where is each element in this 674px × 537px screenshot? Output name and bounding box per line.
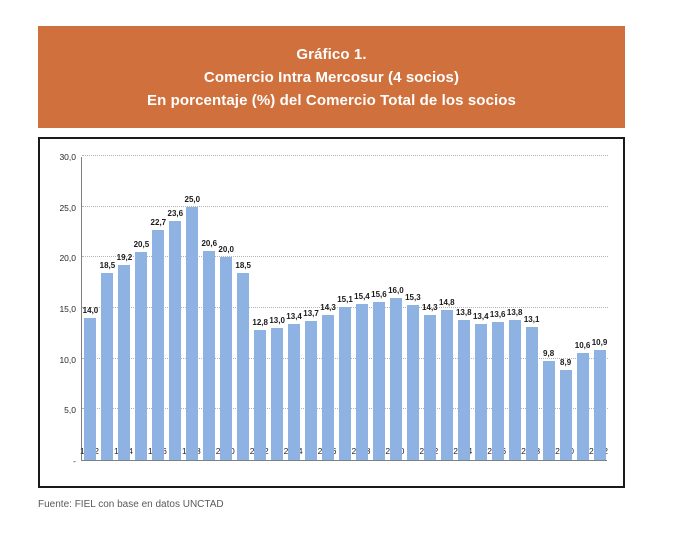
bar-2010	[389, 297, 402, 460]
bar-2022	[593, 349, 606, 460]
bar-2016	[491, 322, 504, 460]
bar-value-label-2000: 20,0	[218, 245, 235, 255]
bar-1995	[135, 252, 148, 460]
bar-2000	[220, 257, 233, 460]
bar-value-label-2004: 13,4	[286, 312, 302, 322]
bar-1994	[118, 265, 131, 460]
bar-value-label-2008: 15,4	[354, 291, 370, 301]
gridline-20	[82, 256, 608, 258]
bar-value-label-2001: 18,5	[235, 260, 251, 270]
bar-value-label-2020: 8,9	[560, 357, 572, 367]
bar-2011	[406, 304, 419, 460]
bar-2007	[339, 307, 351, 460]
bar-value-label-2014: 13,8	[455, 308, 472, 318]
bar-value-label-2010: 16,0	[388, 285, 404, 295]
bar-2003	[271, 328, 284, 460]
bar-value-label-2019: 9,8	[543, 348, 555, 358]
bar-value-label-1994: 19,2	[116, 253, 133, 263]
bar-2019	[542, 360, 555, 460]
plot-area: 14,0 18,5 19,2 20,5 22,7 23,6 25,0 20,6 20,0 18,5…	[81, 155, 608, 461]
bar-value-label-2022: 10,9	[591, 337, 608, 347]
bar-2017	[508, 320, 521, 460]
bar-2009	[372, 301, 385, 460]
bar-value-label-1999: 20,6	[201, 239, 218, 249]
bar-value-label-1992: 14,0	[82, 306, 99, 316]
bar-1999	[203, 251, 216, 460]
bar-2021	[576, 352, 589, 460]
chart-title-banner: Gráfico 1. Comercio Intra Mercosur (4 so…	[38, 26, 625, 128]
bar-value-label-2012: 14,3	[422, 303, 438, 313]
bar-2006	[322, 315, 335, 460]
bar-2015	[474, 324, 487, 460]
bar-2013	[440, 310, 453, 460]
y-axis-tick-label: 15,0	[59, 304, 76, 314]
bar-value-label-1993: 18,5	[99, 260, 116, 270]
bar-value-label-2009: 15,6	[371, 289, 387, 299]
bar-value-label-1995: 20,5	[133, 240, 150, 250]
bar-1996	[152, 229, 165, 460]
bar-value-label-2013: 14,8	[439, 298, 455, 308]
y-axis-tick-label: -	[73, 456, 76, 466]
bar-chart-panel: 14,0 18,5 19,2 20,5 22,7 23,6 25,0 20,6 20,0 18,5…	[38, 137, 625, 488]
bar-value-label-2017: 13,8	[506, 308, 523, 318]
bar-value-label-2005: 13,7	[303, 309, 319, 319]
bar-2008	[355, 303, 368, 460]
bar-2012	[423, 315, 436, 460]
bar-1992	[84, 318, 97, 460]
bar-value-label-2021: 10,6	[574, 340, 591, 350]
bar-2014	[457, 320, 470, 460]
y-axis-tick-label: 30,0	[59, 152, 76, 162]
chart-title-line2: Comercio Intra Mercosur (4 socios)	[203, 68, 460, 86]
bar-value-label-2003: 13,0	[269, 316, 285, 326]
y-axis-tick-label: 10,0	[59, 354, 76, 365]
bar-value-label-2018: 13,1	[523, 315, 540, 325]
bar-2001	[237, 272, 250, 460]
gridline-30	[82, 155, 608, 156]
bar-value-label-1998: 25,0	[184, 194, 201, 204]
bar-value-label-1997: 23,6	[167, 208, 184, 218]
gridline-25	[82, 205, 608, 207]
bar-value-label-2011: 15,3	[405, 292, 421, 302]
bar-2005	[305, 321, 318, 460]
bar-value-label-2015: 13,4	[472, 312, 489, 322]
bar-2002	[254, 330, 267, 460]
bar-value-label-1996: 22,7	[150, 217, 167, 227]
bar-value-label-2002: 12,8	[252, 318, 268, 328]
bar-1998	[186, 206, 199, 460]
y-axis-tick-label: 20,0	[59, 253, 76, 264]
source-note: Fuente: FIEL con base en datos UNCTAD	[38, 499, 224, 510]
bar-2004	[288, 324, 301, 460]
bar-value-label-2016: 13,6	[489, 310, 506, 320]
bar-value-label-2007: 15,1	[337, 295, 353, 304]
bar-2020	[559, 369, 572, 460]
bar-1997	[169, 220, 182, 460]
y-axis-tick-label: 5,0	[64, 405, 76, 416]
y-axis-tick-label: 25,0	[59, 202, 76, 213]
chart-title-line1: Gráfico 1.	[296, 45, 367, 63]
bar-value-label-2006: 14,3	[320, 303, 336, 313]
bar-2018	[525, 327, 538, 460]
chart-title-line3: En porcentaje (%) del Comercio Total de …	[147, 91, 516, 109]
bar-1993	[101, 272, 114, 460]
